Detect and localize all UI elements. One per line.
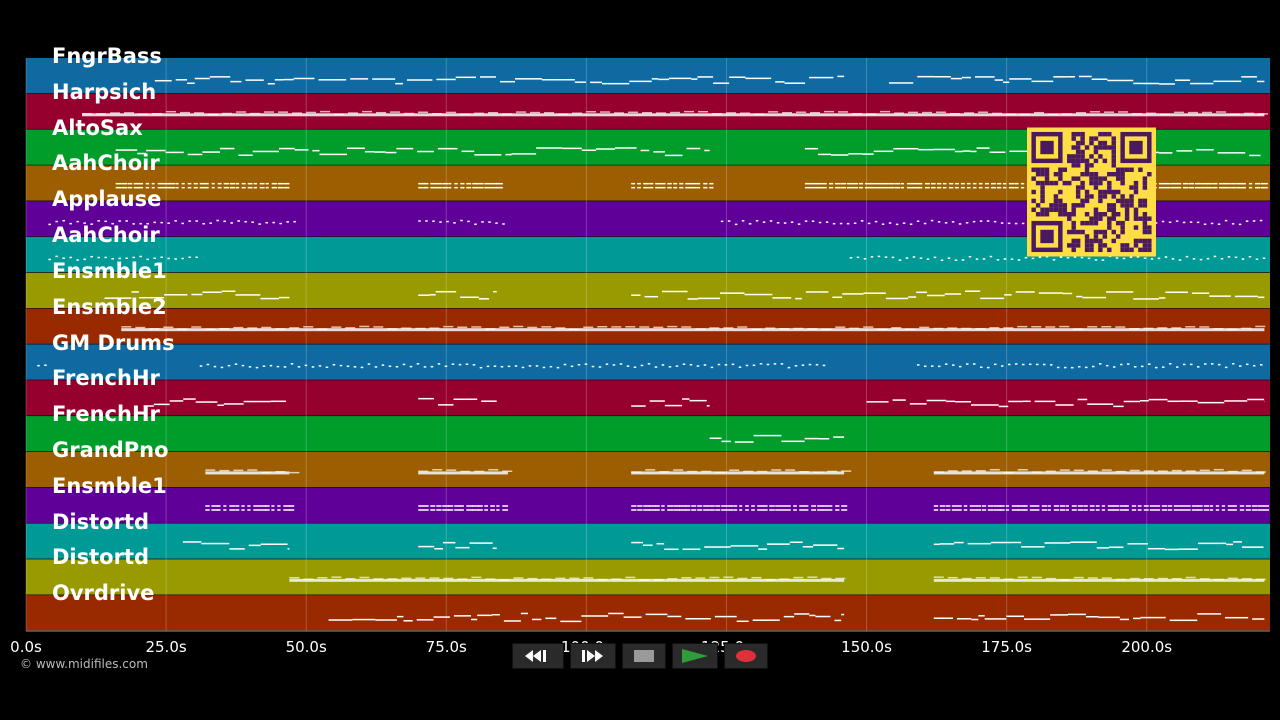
track-band [26,93,1270,130]
tick-label: 50.0s [285,638,327,656]
track-label: Ovrdrive [52,581,155,606]
track-label: FrenchHr [52,402,160,427]
copyright-text: © www.midifiles.com [20,657,148,671]
track-band [26,380,1270,417]
track-band [26,523,1270,560]
track-notes [48,255,1266,262]
track-notes [205,505,1270,511]
track-notes [143,397,1265,408]
track-band [26,416,1270,452]
track-label: Ensmble1 [52,258,167,283]
tick-label: 0.0s [10,638,42,656]
track-label: FrenchHr [52,366,160,391]
track-band [26,559,1270,596]
track-label: AahChoir [52,151,160,176]
track-label: Ensmble2 [52,294,167,319]
track-label: Applause [52,187,162,212]
track-notes [182,541,1264,551]
track-label: GrandPno [52,437,169,462]
stop-button[interactable] [622,643,666,669]
track-notes [328,612,1265,623]
rewind-button[interactable] [512,643,564,669]
track-band [26,58,1270,94]
track-band [26,272,1270,309]
track-label: Distortd [52,545,150,570]
track-label: Ensmble1 [52,473,167,498]
track-label: FngrBass [52,44,162,68]
tick-label: 75.0s [425,638,467,656]
track-band [26,595,1270,631]
track-notes [709,434,845,443]
tick-label: 150.0s [841,638,892,656]
track-label: Harpsich [52,79,157,104]
track-notes [82,110,1269,117]
track-notes [121,325,1266,332]
track-label: AahChoir [52,223,160,248]
track-notes [289,576,1266,582]
track-label: GM Drums [52,330,175,355]
track-notes [205,468,1266,475]
record-button[interactable] [724,643,768,669]
track-notes [115,147,1261,157]
tick-label: 200.0s [1121,638,1173,656]
track-label: AltoSax [52,115,143,140]
track-notes [48,219,1263,226]
tick-label: 175.0s [981,638,1033,656]
track-notes [37,362,1263,369]
track-notes [154,75,1265,85]
stop-icon [634,650,654,662]
transport-controls [512,643,768,669]
tick-label: 25.0s [145,638,187,656]
record-icon [736,650,756,662]
fast-forward-icon [582,650,603,662]
track-label: Distortd [52,509,150,534]
fast-forward-button[interactable] [570,643,616,669]
track-band [26,344,1270,381]
track-notes [104,290,1265,300]
qr-code [1027,127,1156,257]
play-button[interactable] [672,643,718,669]
rewind-icon [525,650,546,662]
play-icon [682,649,708,663]
